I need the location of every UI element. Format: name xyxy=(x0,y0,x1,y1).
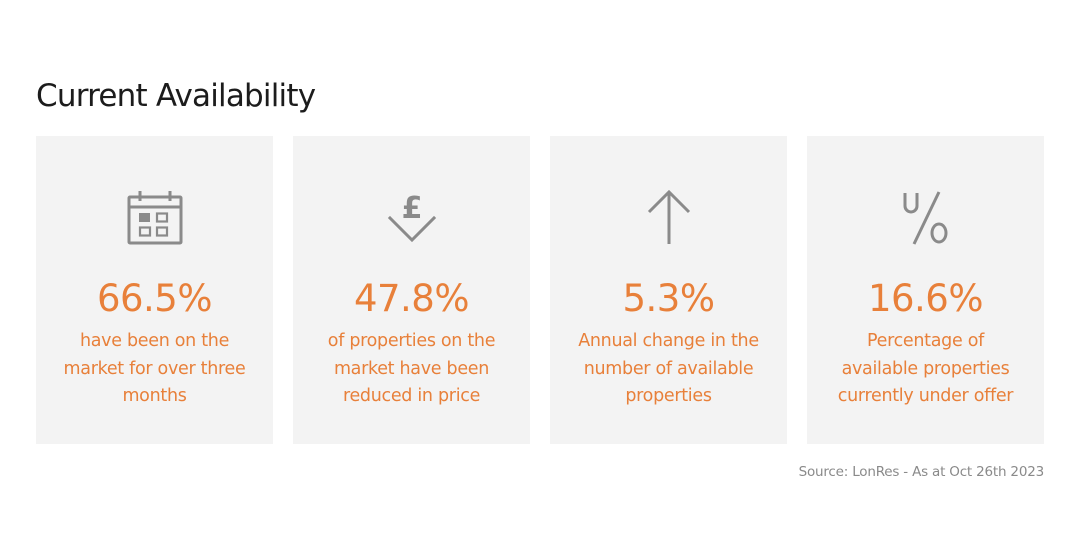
stat-description: of properties on the market have been re… xyxy=(301,328,522,411)
stat-value: 66.5% xyxy=(96,277,213,320)
stat-description-line: Annual change in the xyxy=(578,331,759,351)
stat-description-line: of properties on the xyxy=(327,331,496,351)
stat-description-line: currently under offer xyxy=(837,386,1014,406)
stat-description-line: reduced in price xyxy=(342,386,481,406)
source-note: Source: LonRes - As at Oct 26th 2023 xyxy=(798,464,1045,480)
svg-text:£: £ xyxy=(401,191,422,226)
stat-card-annual-change: 5.3% Annual change in the number of avai… xyxy=(550,136,787,444)
stat-description: Annual change in the number of available… xyxy=(558,328,779,411)
stat-description-line: months xyxy=(122,386,187,406)
stat-value: 47.8% xyxy=(353,277,470,320)
stat-card-on-market: 66.5% have been on the market for over t… xyxy=(36,136,273,444)
calendar-icon xyxy=(125,188,185,248)
stat-card-price-reduced: £ 47.8% of properties on the market have… xyxy=(293,136,530,444)
stat-description: have been on the market for over three m… xyxy=(44,328,265,411)
stat-description-line: number of available xyxy=(583,358,754,379)
stat-description-line: market have been xyxy=(333,358,490,379)
stat-description-line: market for over three xyxy=(63,358,246,379)
up-arrow-icon xyxy=(639,188,699,248)
stat-value: 5.3% xyxy=(622,277,716,320)
stat-description: Percentage of available properties curre… xyxy=(815,328,1036,411)
stat-description-line: have been on the xyxy=(79,331,230,351)
under-offer-percent-icon xyxy=(896,188,956,248)
pound-down-arrow-icon: £ xyxy=(382,188,442,248)
stat-value: 16.6% xyxy=(867,277,984,320)
stat-description-line: available properties xyxy=(841,358,1010,379)
stat-card-under-offer: 16.6% Percentage of available properties… xyxy=(807,136,1044,444)
stat-description-line: properties xyxy=(625,386,712,406)
stat-description-line: Percentage of xyxy=(867,331,984,351)
stats-cards: 66.5% have been on the market for over t… xyxy=(36,136,1044,444)
page-title: Current Availability xyxy=(36,78,316,114)
